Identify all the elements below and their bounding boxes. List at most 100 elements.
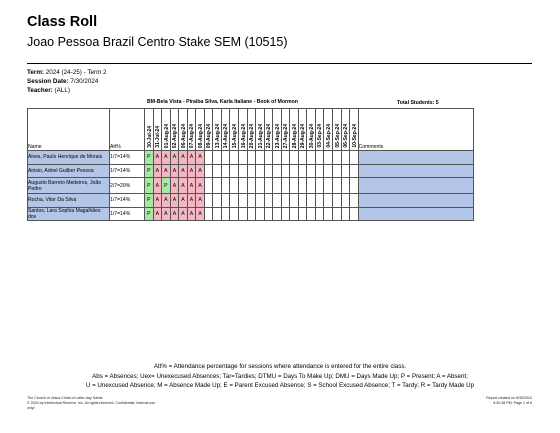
empty-mark bbox=[255, 206, 265, 221]
date-label: 28-Aug-24 bbox=[291, 123, 298, 148]
empty-mark bbox=[297, 163, 308, 178]
absent-mark: A bbox=[178, 206, 188, 221]
empty-mark bbox=[203, 163, 214, 178]
attendance-percent: 1/7=14% bbox=[109, 163, 145, 178]
absent-mark: A bbox=[195, 193, 205, 208]
footer-org: The Church of Jesus Christ of Latter-day… bbox=[27, 396, 103, 400]
empty-mark bbox=[349, 206, 359, 221]
absent-mark: A bbox=[186, 150, 197, 165]
date-column-header: 15-Aug-24 bbox=[229, 108, 239, 151]
date-column-header: 13-Aug-24 bbox=[212, 108, 222, 151]
date-label: 27-Aug-24 bbox=[283, 123, 290, 148]
empty-mark bbox=[229, 150, 239, 165]
absent-mark: A bbox=[195, 163, 205, 178]
student-name: Rocha, Vitor Da Silva bbox=[27, 193, 110, 208]
absent-mark: A bbox=[195, 206, 205, 221]
empty-mark bbox=[238, 177, 248, 194]
date-label: 23-Aug-24 bbox=[274, 123, 281, 148]
absent-mark: A bbox=[186, 193, 197, 208]
date-column-header: 01-Aug-24 bbox=[161, 108, 171, 151]
empty-mark bbox=[323, 163, 334, 178]
empty-mark bbox=[289, 150, 299, 165]
date-label: 20-Aug-24 bbox=[249, 123, 256, 148]
empty-mark bbox=[340, 193, 351, 208]
term-value: 2024 (24-25) - Term 2 bbox=[44, 69, 107, 76]
absent-mark: A bbox=[152, 193, 163, 208]
date-label: 06-Sep-24 bbox=[343, 124, 350, 148]
table-row: Augusto Barreto Medeiros, João Pedro 2/7=… bbox=[27, 177, 474, 194]
empty-mark bbox=[349, 163, 359, 178]
empty-mark bbox=[314, 163, 325, 178]
table-row: Anisio, Adriel Guilber Pessoa 1/7=14% P A A A… bbox=[27, 163, 474, 178]
empty-mark bbox=[289, 206, 299, 221]
empty-mark bbox=[323, 150, 334, 165]
empty-mark bbox=[306, 193, 316, 208]
empty-mark bbox=[238, 163, 248, 178]
empty-mark bbox=[263, 206, 274, 221]
legend-line-3: U = Unexcused Absence; M = Absence Made … bbox=[85, 382, 475, 389]
attendance-percent: 1/7=14% bbox=[109, 150, 145, 165]
date-column-header: 06-Aug-24 bbox=[178, 108, 188, 151]
student-name: Anisio, Adriel Guilber Pessoa bbox=[27, 163, 110, 178]
empty-mark bbox=[297, 193, 308, 208]
present-mark: P bbox=[144, 206, 154, 221]
empty-mark bbox=[263, 193, 274, 208]
empty-mark bbox=[289, 177, 299, 194]
date-label: 13-Aug-24 bbox=[214, 123, 221, 148]
date-column-header: 14-Aug-24 bbox=[220, 108, 231, 151]
table-header-row: Name Att% 30-Jul-24 31-Jul-24 01-Aug-24 02-… bbox=[27, 108, 474, 151]
empty-mark bbox=[203, 206, 214, 221]
empty-mark bbox=[340, 163, 351, 178]
absent-mark: A bbox=[186, 163, 197, 178]
absent-mark: A bbox=[169, 177, 180, 194]
date-label: 14-Aug-24 bbox=[223, 123, 230, 148]
empty-mark bbox=[263, 163, 274, 178]
date-label: 16-Aug-24 bbox=[240, 123, 247, 148]
date-label: 07-Aug-24 bbox=[189, 123, 196, 148]
absent-mark: A bbox=[169, 206, 180, 221]
empty-mark bbox=[314, 177, 325, 194]
absent-mark: A bbox=[186, 206, 197, 221]
present-mark: P bbox=[144, 177, 154, 194]
session-value: 7/30/2024 bbox=[68, 78, 99, 85]
empty-mark bbox=[212, 177, 222, 194]
footer-copyright: © 2024 by Intellectual Reserve, Inc. All… bbox=[27, 401, 156, 405]
date-label: 10-Sep-24 bbox=[351, 124, 358, 148]
absent-mark: A bbox=[161, 163, 171, 178]
empty-mark bbox=[220, 150, 231, 165]
footer-left: The Church of Jesus Christ of Latter-day… bbox=[27, 396, 155, 411]
empty-mark bbox=[340, 177, 351, 194]
empty-mark bbox=[314, 193, 325, 208]
title-divider bbox=[27, 63, 532, 64]
empty-mark bbox=[323, 206, 334, 221]
empty-mark bbox=[349, 177, 359, 194]
student-name: Augusto Barreto Medeiros, João Pedro bbox=[27, 177, 110, 194]
empty-mark bbox=[280, 150, 291, 165]
empty-mark bbox=[220, 177, 231, 194]
footer-page: 5:30:38 PM. Page 1 of 6 bbox=[493, 401, 532, 405]
empty-mark bbox=[272, 193, 282, 208]
empty-mark bbox=[212, 163, 222, 178]
empty-mark bbox=[314, 206, 325, 221]
empty-mark bbox=[229, 177, 239, 194]
teacher-value: (ALL) bbox=[52, 87, 70, 94]
report-title: Class Roll bbox=[27, 14, 98, 30]
empty-mark bbox=[297, 206, 308, 221]
term-line: Term: 2024 (24-25) - Term 2 bbox=[27, 68, 107, 77]
date-label: 15-Aug-24 bbox=[231, 123, 238, 148]
date-column-header: 27-Aug-24 bbox=[280, 108, 291, 151]
absent-mark: A bbox=[161, 150, 171, 165]
empty-mark bbox=[289, 163, 299, 178]
report-subtitle: Joao Pessoa Brazil Centro Stake SEM (105… bbox=[27, 35, 288, 49]
empty-mark bbox=[280, 163, 291, 178]
date-label: 06-Aug-24 bbox=[180, 123, 187, 148]
empty-mark bbox=[246, 193, 257, 208]
empty-mark bbox=[280, 177, 291, 194]
present-mark: P bbox=[161, 177, 171, 194]
table-row: Rocha, Vitor Da Silva 1/7=14% P A A A A A A bbox=[27, 193, 474, 208]
empty-mark bbox=[212, 206, 222, 221]
empty-mark bbox=[332, 206, 342, 221]
empty-mark bbox=[349, 150, 359, 165]
absent-mark: A bbox=[178, 150, 188, 165]
empty-mark bbox=[246, 150, 257, 165]
